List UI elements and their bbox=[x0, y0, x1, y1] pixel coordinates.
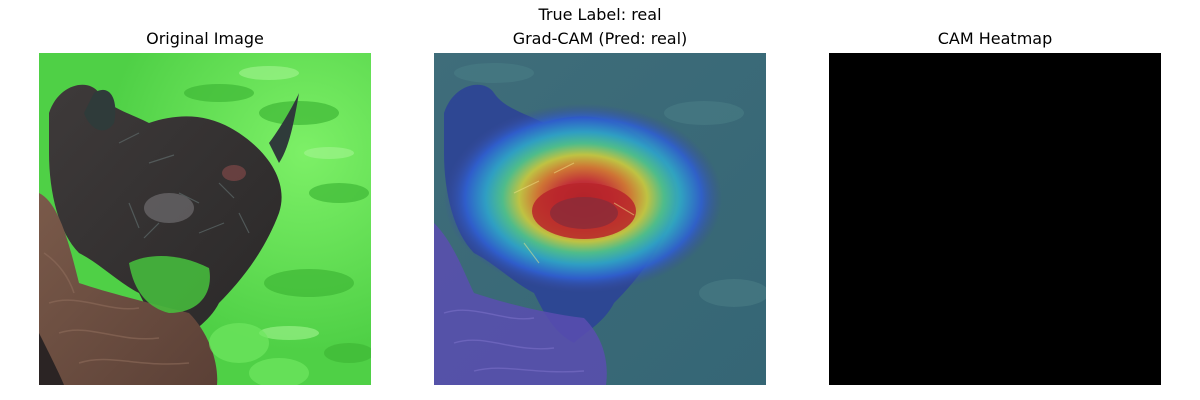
panel-title-gradcam: Grad-CAM (Pred: real) bbox=[512, 29, 688, 48]
cam-heatmap-image bbox=[829, 53, 1161, 385]
original-image bbox=[39, 53, 371, 385]
panel-title-original: Original Image bbox=[146, 29, 264, 48]
figure-suptitle: True Label: real bbox=[538, 5, 662, 24]
gradcam-overlay-image bbox=[434, 53, 766, 385]
panel-title-heatmap: CAM Heatmap bbox=[937, 29, 1053, 48]
